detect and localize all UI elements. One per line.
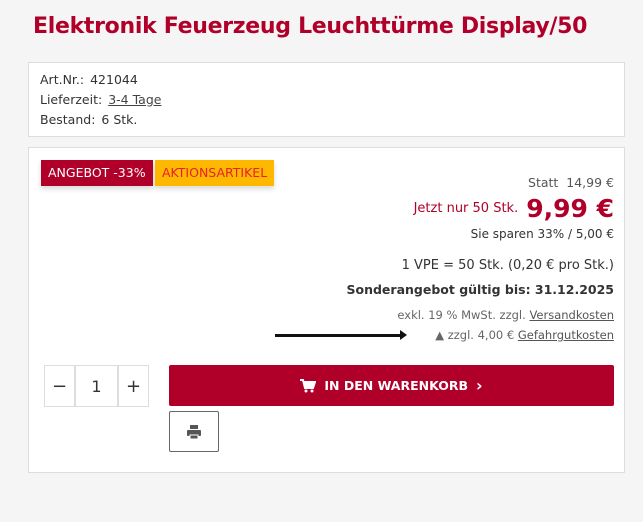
warning-icon: ▲ [435, 328, 445, 342]
vpe-info: 1 VPE = 50 Stk. (0,20 € pro Stk.) [401, 258, 614, 273]
art-value: 421044 [90, 72, 138, 87]
now-label: Jetzt nur 50 Stk. [413, 201, 519, 216]
arrow-annotation [275, 330, 407, 340]
add-to-cart-label: IN DEN WARENKORB [324, 378, 469, 393]
savings: Sie sparen 33% / 5,00 € [470, 227, 614, 241]
old-price-row: Statt 14,99 € [528, 175, 614, 190]
shipping-link[interactable]: Versandkosten [529, 308, 614, 322]
quantity-input[interactable]: 1 [75, 365, 118, 407]
quantity-stepper: − 1 + [44, 365, 149, 407]
art-label: Art.Nr.: [40, 72, 85, 87]
hazard-info: ▲ zzgl. 4,00 € Gefahrgutkosten [435, 328, 614, 342]
print-button[interactable] [169, 411, 219, 452]
stock-label: Bestand: [40, 112, 96, 127]
cart-icon [300, 378, 317, 392]
page-title: Elektronik Feuerzeug Leuchttürme Display… [33, 14, 588, 39]
buy-box: ANGEBOT -33% AKTIONSARTIKEL Statt 14,99 … [28, 147, 625, 473]
delivery-link[interactable]: 3-4 Tage [108, 92, 162, 107]
statt-label: Statt [528, 175, 559, 190]
old-price: 14,99 € [566, 175, 614, 190]
tax-text: exkl. 19 % MwSt. zzgl. [397, 308, 526, 322]
price-row: Jetzt nur 50 Stk. 9,99 € [414, 194, 614, 223]
chevron-right-icon: › [476, 376, 483, 395]
stock-value: 6 Stk. [101, 112, 138, 127]
offer-badge: ANGEBOT -33% [41, 160, 153, 186]
product-info-box: Art.Nr.: 421044 Lieferzeit: 3-4 Tage Besta… [28, 62, 625, 137]
print-icon [187, 424, 201, 439]
delivery-label: Lieferzeit: [40, 92, 103, 107]
increase-button[interactable]: + [118, 365, 149, 407]
offer-validity: Sonderangebot gültig bis: 31.12.2025 [346, 282, 615, 297]
tax-info: exkl. 19 % MwSt. zzgl. Versandkosten [397, 308, 614, 322]
price: 9,99 € [526, 194, 614, 223]
hazard-link[interactable]: Gefahrgutkosten [517, 328, 614, 342]
action-badge: AKTIONSARTIKEL [155, 160, 275, 186]
add-to-cart-button[interactable]: IN DEN WARENKORB › [169, 365, 614, 406]
decrease-button[interactable]: − [44, 365, 75, 407]
hazard-text: zzgl. 4,00 € [447, 328, 515, 342]
